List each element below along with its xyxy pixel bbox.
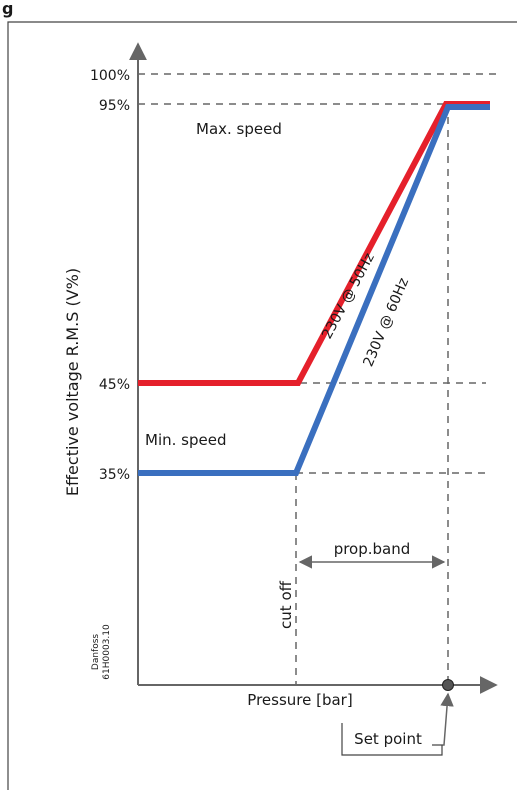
y-tick-95: 95%	[99, 98, 130, 114]
y-tick-100: 100%	[90, 68, 130, 84]
prop-band-label: prop.band	[334, 540, 411, 558]
credit-line-2: 61H0003.10	[102, 624, 112, 680]
x-axis-label: Pressure [bar]	[247, 691, 352, 709]
series-line-60hz	[138, 104, 490, 476]
set-point-label: Set point	[354, 730, 422, 748]
set-point-leader	[432, 692, 454, 746]
max-speed-label: Max. speed	[196, 120, 282, 138]
set-point-marker	[442, 679, 454, 691]
set-point-box	[341, 723, 443, 756]
min-speed-label: Min. speed	[145, 431, 226, 449]
y-axis-label: Effective voltage R.M.S (V%)	[63, 268, 82, 496]
y-tick-45: 45%	[99, 377, 130, 393]
figure-label: g	[2, 0, 13, 18]
cut-off-label: cut off	[277, 580, 295, 629]
frame-border	[7, 21, 517, 790]
credit-line-1: Danfoss	[91, 634, 101, 671]
series-label-60hz: 230V @ 60Hz	[360, 276, 412, 370]
series-line-50hz	[138, 101, 490, 386]
y-tick-35: 35%	[99, 467, 130, 483]
